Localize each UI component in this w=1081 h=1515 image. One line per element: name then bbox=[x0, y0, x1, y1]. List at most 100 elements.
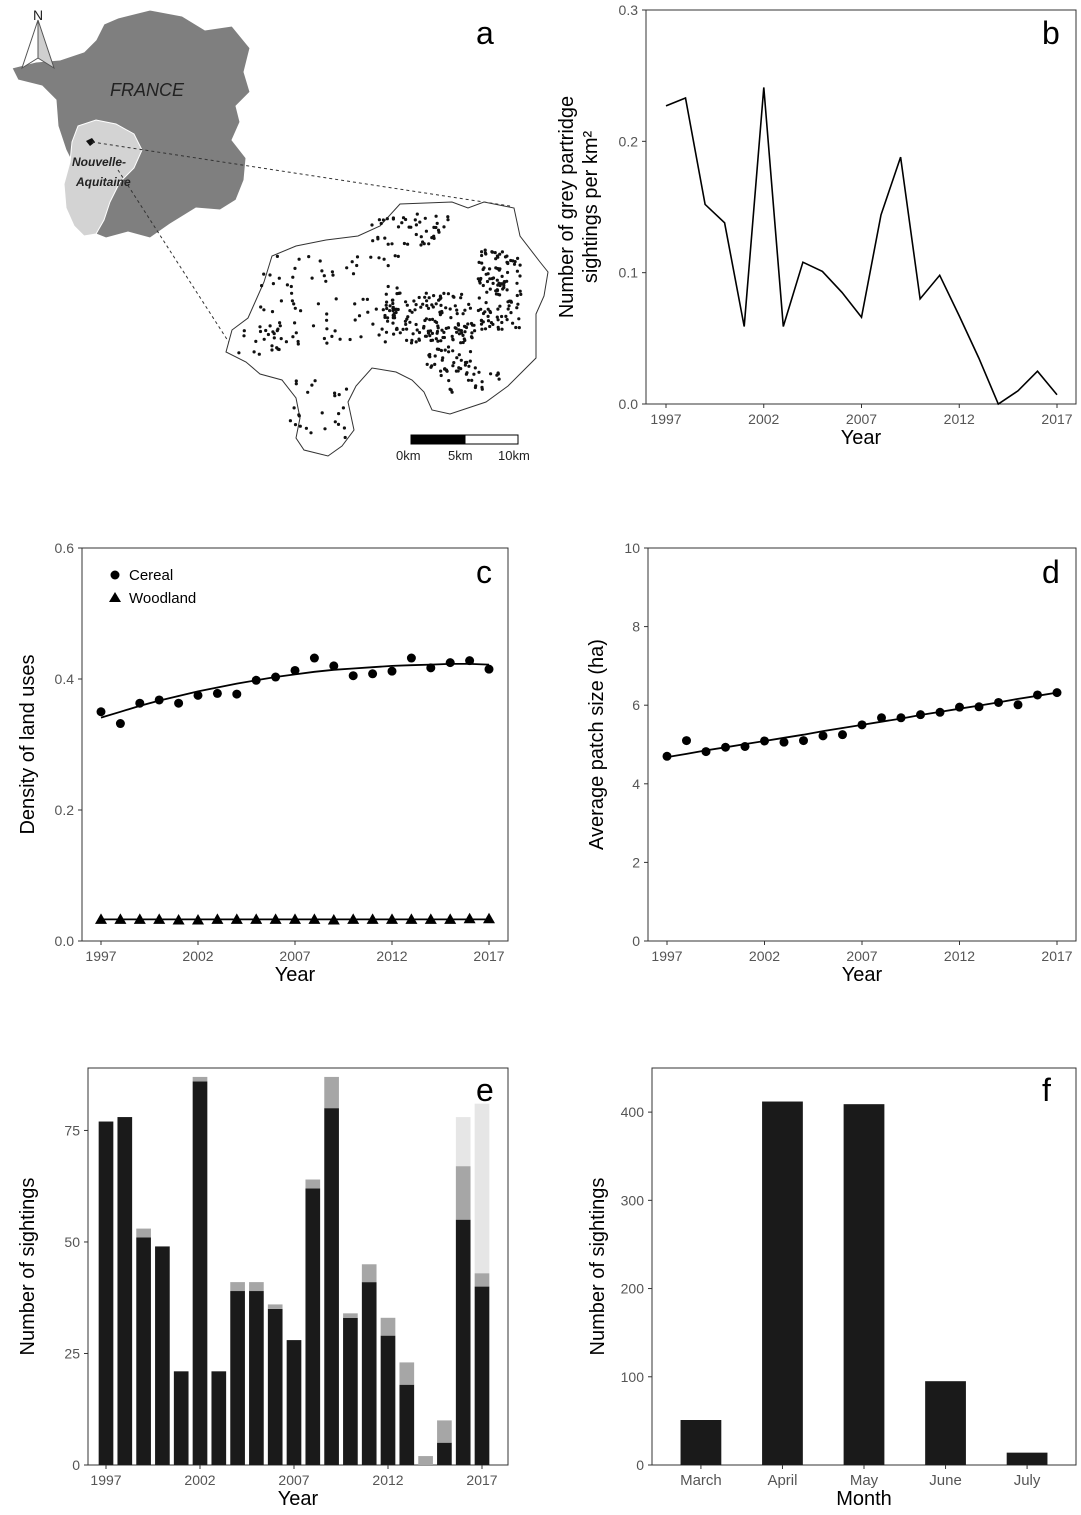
sighting-dot bbox=[462, 324, 467, 328]
sighting-dot bbox=[445, 369, 449, 373]
sighting-dot bbox=[264, 328, 268, 333]
sighting-dot bbox=[385, 306, 389, 311]
study-site-marker bbox=[86, 138, 95, 146]
sighting-dot bbox=[470, 331, 474, 335]
sighting-dot bbox=[294, 382, 298, 386]
sighting-dot bbox=[294, 331, 298, 335]
sighting-dot bbox=[450, 334, 454, 338]
point-woodland bbox=[250, 913, 263, 924]
y-axis-title: Number of sightings bbox=[587, 1178, 609, 1356]
sighting-dot bbox=[426, 306, 431, 310]
sighting-dot bbox=[479, 307, 483, 311]
sighting-dot bbox=[414, 232, 418, 237]
sighting-dot bbox=[482, 266, 486, 270]
sighting-dot bbox=[424, 229, 428, 233]
bar-segment-0 bbox=[230, 1291, 245, 1465]
france-map-shape bbox=[11, 9, 251, 239]
sighting-dot bbox=[311, 324, 316, 328]
sighting-dot bbox=[291, 335, 295, 339]
sighting-dot bbox=[410, 310, 414, 314]
sighting-dot bbox=[480, 380, 484, 384]
y-axis-title-line2: sightings per km² bbox=[580, 131, 602, 284]
sighting-dot bbox=[504, 314, 508, 318]
point-woodland bbox=[463, 912, 476, 924]
sighting-dot bbox=[422, 242, 426, 246]
sighting-dot bbox=[486, 319, 491, 323]
patch-size-point bbox=[994, 697, 1003, 707]
sighting-dot bbox=[446, 326, 451, 330]
sighting-dot bbox=[423, 216, 427, 220]
y-axis-title-line1: Number of grey partridge bbox=[556, 96, 578, 318]
patch-size-point bbox=[974, 702, 984, 712]
sighting-dot bbox=[459, 341, 463, 345]
sighting-dot bbox=[417, 330, 422, 335]
sighting-dot bbox=[330, 334, 334, 338]
sighting-dot bbox=[432, 294, 436, 298]
sighting-dot bbox=[304, 426, 308, 430]
sighting-dot bbox=[343, 435, 347, 440]
sighting-dot bbox=[377, 256, 381, 260]
sighting-dot bbox=[424, 334, 428, 338]
sighting-dot bbox=[443, 367, 447, 371]
bar-segment-0 bbox=[98, 1121, 114, 1465]
sighting-dot bbox=[502, 283, 506, 287]
x-tick-label: 2012 bbox=[944, 948, 975, 964]
bar-segment-1 bbox=[455, 1166, 471, 1220]
sighting-dot bbox=[277, 347, 281, 352]
legend-marker-cereal bbox=[110, 570, 120, 580]
sighting-dot bbox=[463, 330, 467, 334]
sighting-dot bbox=[361, 297, 365, 301]
sighting-dot bbox=[433, 354, 437, 358]
sighting-dot bbox=[325, 341, 329, 345]
sighting-dot bbox=[406, 242, 410, 246]
sighting-dot bbox=[270, 348, 274, 352]
sighting-dot bbox=[451, 364, 455, 368]
sighting-dot bbox=[480, 250, 484, 254]
y-tick-label: 6 bbox=[632, 697, 640, 713]
sighting-dot bbox=[381, 218, 385, 222]
sighting-dot bbox=[310, 276, 314, 280]
sighting-dot bbox=[494, 266, 498, 270]
bar-segment-1 bbox=[305, 1179, 321, 1189]
x-axis-title: Month bbox=[836, 1488, 892, 1510]
bar-segment-1 bbox=[267, 1304, 283, 1309]
sighting-dot bbox=[299, 309, 303, 313]
patch-size-point bbox=[701, 747, 711, 757]
sighting-dot bbox=[486, 307, 490, 311]
sighting-dot bbox=[465, 360, 469, 364]
nouvelle-aquitaine-region-shape bbox=[63, 119, 143, 237]
sighting-dot bbox=[391, 321, 395, 325]
legend-marker-woodland bbox=[109, 592, 121, 602]
sighting-dot bbox=[439, 373, 443, 378]
sighting-dot bbox=[414, 223, 418, 227]
bar-segment-1 bbox=[324, 1076, 339, 1109]
sighting-dot bbox=[275, 254, 279, 258]
sighting-dot bbox=[515, 281, 519, 285]
sighting-dot bbox=[268, 324, 272, 328]
sighting-dot bbox=[325, 312, 329, 316]
panel-letter-b: b bbox=[1042, 15, 1060, 51]
bar-segment-0 bbox=[343, 1317, 358, 1465]
sighting-dot bbox=[466, 378, 471, 382]
sighting-dot bbox=[391, 301, 395, 306]
sighting-dot bbox=[341, 406, 345, 410]
panel-b-frame bbox=[645, 9, 1077, 405]
panel-letter-d: d bbox=[1042, 554, 1060, 590]
sighting-dot bbox=[480, 253, 484, 258]
sighting-dot bbox=[477, 370, 481, 374]
point-woodland bbox=[95, 913, 107, 924]
sighting-dot bbox=[414, 303, 418, 307]
y-axis-title: Density of land uses bbox=[17, 654, 39, 834]
sighting-dot bbox=[465, 371, 469, 375]
sighting-dot bbox=[430, 317, 435, 321]
north-label: N bbox=[33, 7, 43, 23]
bar-segment-1 bbox=[399, 1362, 415, 1385]
sighting-dot bbox=[419, 305, 423, 309]
sightings-density-line bbox=[665, 87, 1058, 406]
sighting-dot bbox=[259, 305, 263, 309]
sighting-dot bbox=[472, 372, 476, 376]
bar-segment-1 bbox=[192, 1076, 208, 1082]
sighting-dot bbox=[496, 327, 501, 331]
bar-segment-1 bbox=[437, 1420, 452, 1443]
sighting-dot bbox=[488, 287, 492, 291]
